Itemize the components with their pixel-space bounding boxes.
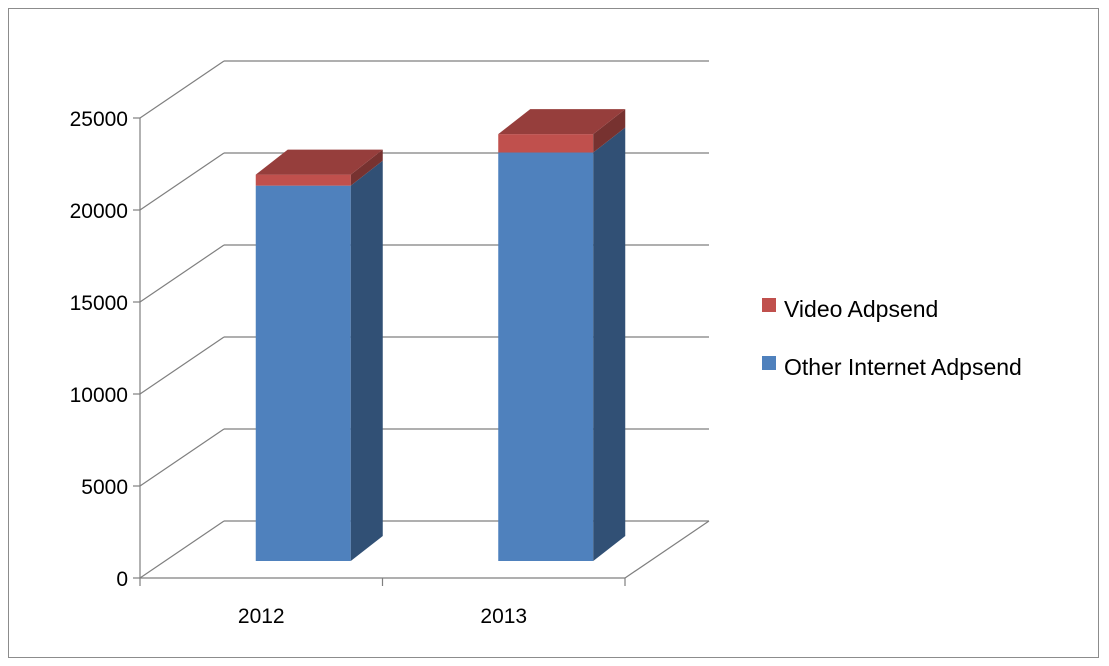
gridline-depth [139, 152, 225, 211]
y-tick-label: 5000 [81, 476, 128, 499]
bar-top [255, 149, 383, 175]
bar-0-front [255, 185, 351, 561]
legend-swatch [762, 356, 776, 370]
x-tick-label: 2013 [480, 605, 527, 628]
legend: Video Adpsend Other Internet Adpsend [762, 296, 1022, 380]
bar-1-front [255, 174, 351, 186]
y-tick-label: 25000 [70, 108, 128, 131]
bar-top [498, 109, 626, 135]
gridline-depth [139, 428, 225, 487]
bar-1-side [593, 109, 626, 153]
legend-label: Video Adpsend [784, 296, 938, 322]
bar-0-front [498, 152, 594, 561]
bar-1-front [498, 134, 594, 153]
y-tick-label: 20000 [70, 200, 128, 223]
floor-right-edge [624, 520, 710, 579]
gridline-depth [139, 520, 225, 579]
x-tick-label: 2012 [238, 605, 285, 628]
bar-0-side [593, 127, 626, 562]
y-tick-label: 0 [116, 568, 128, 591]
bar-0-side [350, 160, 383, 561]
axis-labels: 0 5000 10000 15000 20000 25000 2012 2013 [70, 108, 528, 628]
y-tick-label: 15000 [70, 292, 128, 315]
gridline-depth [139, 336, 225, 395]
gridline-depth [139, 60, 225, 119]
legend-label: Other Internet Adpsend [784, 354, 1022, 380]
gridline-depth [139, 244, 225, 303]
legend-swatch [762, 298, 776, 312]
axes [133, 117, 710, 586]
bar-1-side [350, 149, 383, 186]
bars [255, 109, 626, 562]
y-tick-label: 10000 [70, 384, 128, 407]
